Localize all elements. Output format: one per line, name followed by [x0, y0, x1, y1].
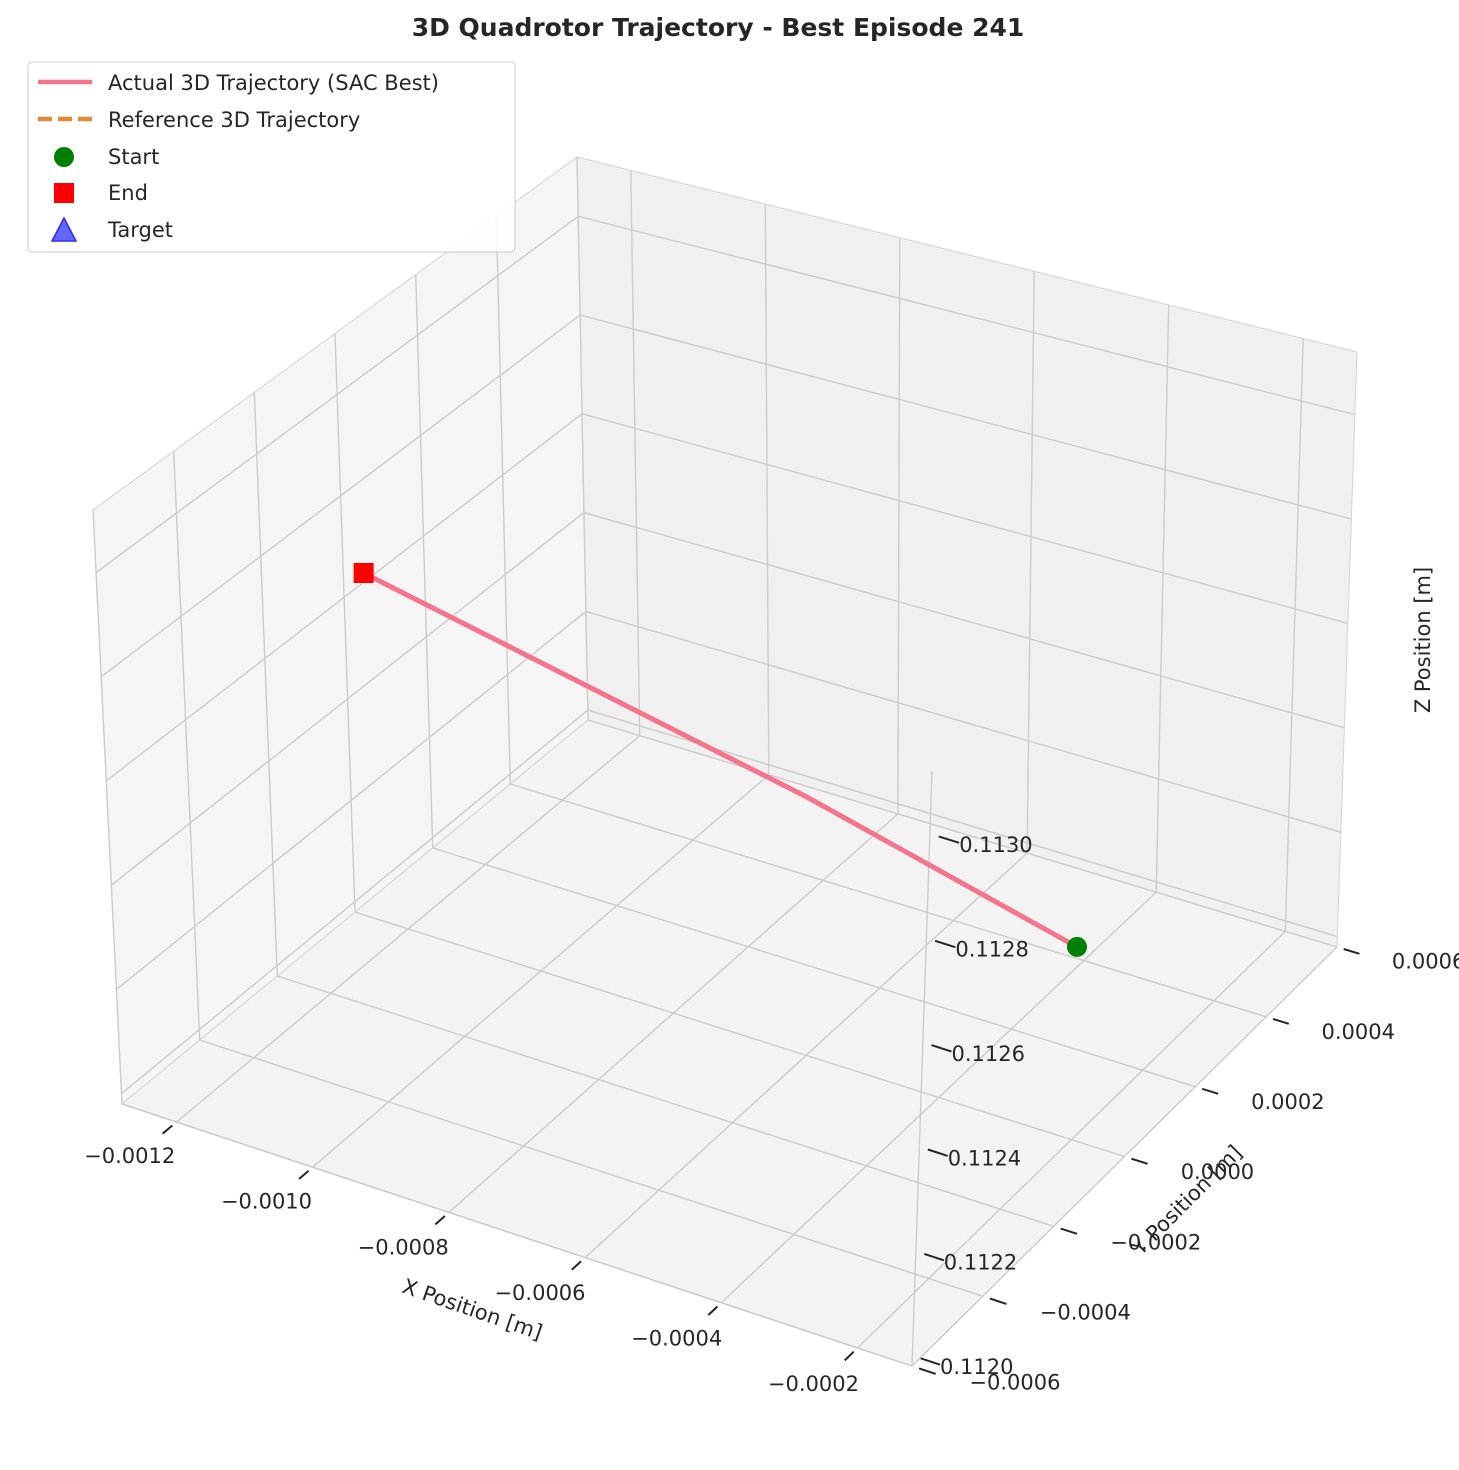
- grid-line-y-floor: [277, 975, 1054, 1227]
- z-axis-line: [911, 770, 933, 1367]
- y-tick-mark: [1343, 948, 1360, 955]
- grid-line-x-wall: [1284, 338, 1304, 932]
- x-tick-label: −0.0012: [84, 1144, 175, 1168]
- x-tick-label: −0.0006: [494, 1281, 585, 1305]
- legend-label-end: End: [108, 181, 148, 205]
- grid-line-z-back: [581, 413, 1349, 625]
- chart-title: 3D Quadrotor Trajectory - Best Episode 2…: [412, 13, 1025, 42]
- series-layer: [361, 570, 1080, 950]
- z-tick-mark: [938, 835, 960, 844]
- grid-line-x-wall: [1155, 304, 1170, 893]
- x-axis-line: [121, 1103, 913, 1367]
- grid-line-y-wall: [495, 215, 511, 785]
- grid-line-y-wall: [576, 156, 589, 721]
- x-tick-mark: [434, 1215, 446, 1226]
- series-line-0: [361, 570, 1080, 950]
- grid-line-y-wall: [92, 509, 123, 1105]
- y-tick-label: −0.0004: [1040, 1301, 1131, 1325]
- legend-label-target: Target: [107, 218, 173, 242]
- z-tick-mark: [931, 1044, 952, 1053]
- grid-line-y-floor: [199, 1039, 984, 1297]
- legend-label-actual: Actual 3D Trajectory (SAC Best): [108, 71, 439, 95]
- y-tick-mark: [1201, 1087, 1219, 1095]
- legend-swatch-end: [54, 183, 74, 203]
- z-tick-mark: [927, 1148, 949, 1157]
- x-tick-label: −0.0004: [631, 1327, 722, 1351]
- grid-line-z-back: [579, 314, 1352, 520]
- y-tick-mark: [1272, 1017, 1290, 1025]
- x-tick-mark: [571, 1260, 582, 1271]
- y-tick-label: −0.0006: [969, 1371, 1060, 1395]
- grid-line-y-wall: [415, 274, 434, 849]
- y-tick-mark: [1060, 1227, 1078, 1235]
- grid-line-y-wall: [334, 333, 356, 913]
- legend: Actual 3D Trajectory (SAC Best) Referenc…: [27, 61, 516, 253]
- z-tick-label: 0.1122: [944, 1251, 1017, 1275]
- z-tick-label: 0.1120: [940, 1355, 1013, 1379]
- grid-line-z-back: [585, 610, 1342, 833]
- x-tick-mark: [844, 1350, 855, 1362]
- marker-start: [1067, 936, 1087, 957]
- legend-swatch-start: [54, 147, 74, 167]
- grid-line-x-wall: [764, 204, 770, 775]
- z-tick-label: 0.1124: [948, 1146, 1021, 1170]
- y-axis-line: [911, 946, 1338, 1367]
- grid-line-z-back: [583, 511, 1345, 729]
- z-tick-label: 0.1130: [959, 833, 1032, 857]
- z-tick-mark: [920, 1357, 941, 1366]
- grid-line-y-floor: [432, 847, 1196, 1088]
- y-tick-label: 0.0000: [1181, 1160, 1254, 1184]
- marker-layer: [353, 563, 1087, 957]
- legend-box: [27, 61, 516, 253]
- grid-line-y-floor: [354, 911, 1125, 1158]
- tick-labels: −0.0012 −0.0010 −0.0008 −0.0006 −0.0004 −0.00…: [84, 833, 1459, 1396]
- grid-line-z-side: [115, 610, 587, 990]
- z-tick-label: 0.1126: [952, 1042, 1025, 1066]
- legend-swatch-target: [50, 216, 78, 242]
- legend-label-start: Start: [108, 145, 159, 169]
- z-tick-label: 0.1128: [955, 938, 1028, 962]
- x-tick-label: −0.0010: [221, 1190, 312, 1214]
- z-tick-mark: [934, 939, 956, 949]
- x-tick-mark: [707, 1305, 719, 1316]
- grid-line-y-wall: [253, 392, 278, 977]
- y-tick-mark: [1131, 1157, 1148, 1165]
- y-tick-label: 0.0004: [1322, 1020, 1395, 1044]
- y-tick-label: −0.0002: [1110, 1230, 1201, 1254]
- grid-line-z-side: [121, 709, 589, 1095]
- y-tick-label: 0.0006: [1392, 950, 1459, 974]
- x-tick-label: −0.0002: [768, 1372, 859, 1396]
- marker-end: [353, 563, 374, 583]
- x-tick-mark: [298, 1170, 310, 1180]
- z-axis-label: Z Position [m]: [1411, 567, 1435, 713]
- legend-label-reference: Reference 3D Trajectory: [108, 108, 360, 132]
- tick-marks: [161, 835, 1360, 1375]
- grid-line-z-side: [110, 512, 585, 886]
- y-tick-mark: [989, 1297, 1007, 1305]
- grid-line-y-floor: [587, 719, 1338, 948]
- grid-line-z-side: [100, 314, 581, 678]
- grid-line-z-side: [105, 413, 583, 782]
- z-tick-mark: [923, 1252, 945, 1262]
- y-tick-mark: [918, 1367, 937, 1375]
- grid-line-y-wall: [173, 451, 201, 1041]
- axis-lines: [121, 770, 1338, 1367]
- grid-line-x-wall: [897, 237, 901, 814]
- x-tick-mark: [161, 1124, 173, 1135]
- grid-line-y-floor: [510, 783, 1267, 1018]
- grid-line-z-side: [95, 215, 579, 574]
- y-tick-label: 0.0002: [1251, 1090, 1324, 1114]
- grid-line-z-back: [578, 215, 1356, 416]
- grid-line-x-wall: [1026, 271, 1035, 854]
- x-tick-label: −0.0008: [358, 1235, 449, 1259]
- grid-line-x-wall: [630, 170, 641, 736]
